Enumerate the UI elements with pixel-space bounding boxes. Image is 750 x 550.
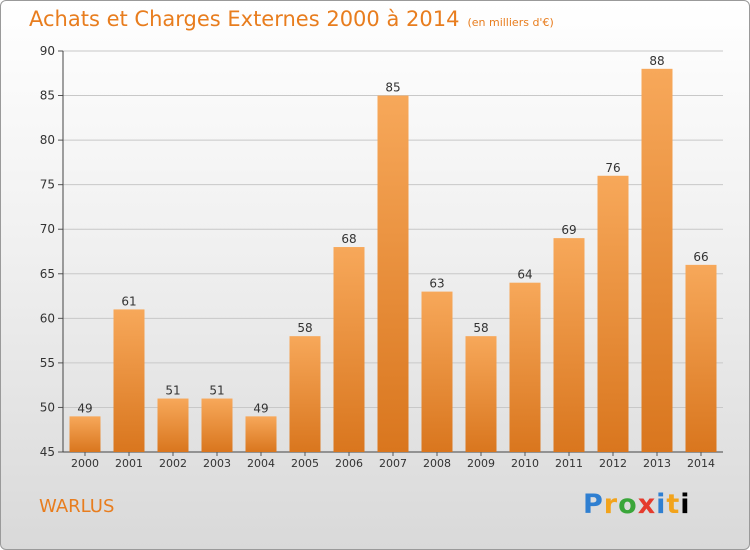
data-label-2001: 61 — [121, 294, 136, 308]
y-tick-label: 50 — [40, 400, 55, 414]
x-tick-label-2000: 2000 — [71, 457, 99, 470]
bar-2003 — [201, 398, 233, 452]
x-tick-label-2006: 2006 — [335, 457, 363, 470]
y-tick-label: 65 — [40, 267, 55, 281]
y-tick-label: 45 — [40, 445, 55, 459]
bar-2010 — [509, 282, 541, 452]
data-label-2002: 51 — [165, 384, 180, 398]
data-label-2003: 51 — [209, 384, 224, 398]
bar-2002 — [157, 398, 189, 452]
x-tick-label-2007: 2007 — [379, 457, 407, 470]
data-label-2007: 85 — [385, 81, 400, 95]
bar-2009 — [465, 336, 497, 452]
data-label-2014: 66 — [693, 250, 708, 264]
data-label-2004: 49 — [253, 401, 268, 415]
bar-2005 — [289, 336, 321, 452]
y-tick-label: 75 — [40, 178, 55, 192]
y-tick-label: 60 — [40, 311, 55, 325]
data-labels: 49 61 51 51 49 58 68 85 63 58 64 69 76 88 66 — [77, 54, 708, 416]
y-tick-label: 55 — [40, 356, 55, 370]
x-tick-label-2001: 2001 — [115, 457, 143, 470]
data-label-2000: 49 — [77, 401, 92, 415]
chart-title: Achats et Charges Externes 2000 à 2014 (e… — [29, 7, 554, 31]
x-tick-label-2008: 2008 — [423, 457, 451, 470]
x-tick-label-2002: 2002 — [159, 457, 187, 470]
x-tick-label-2003: 2003 — [203, 457, 231, 470]
y-tick-label: 85 — [40, 89, 55, 103]
data-label-2006: 68 — [341, 232, 356, 246]
data-label-2012: 76 — [605, 161, 620, 175]
data-label-2010: 64 — [517, 268, 532, 282]
bar-2011 — [553, 238, 585, 452]
bar-2013 — [641, 68, 673, 453]
bar-2001 — [113, 309, 145, 452]
y-tick-label: 90 — [40, 44, 55, 58]
bar-2004 — [245, 416, 277, 452]
chart-subtitle: (en milliers d'€) — [467, 16, 554, 29]
data-label-2011: 69 — [561, 223, 576, 237]
bar-2014 — [685, 264, 717, 452]
data-label-2008: 63 — [429, 277, 444, 291]
proxiti-logo: Proxiti — [583, 489, 691, 520]
x-tick-label-2013: 2013 — [643, 457, 671, 470]
bar-2012 — [597, 175, 629, 452]
y-tick-labels: 45 50 55 60 65 70 75 80 85 90 — [40, 44, 55, 459]
chart-title-text: Achats et Charges Externes 2000 à 2014 — [29, 7, 460, 31]
x-tick-label-2009: 2009 — [467, 457, 495, 470]
x-tick-label-2014: 2014 — [687, 457, 715, 470]
bar-2000 — [69, 416, 101, 452]
bar-2008 — [421, 291, 453, 452]
commune-name: WARLUS — [39, 496, 115, 517]
bars — [69, 68, 717, 453]
x-tick-label-2005: 2005 — [291, 457, 319, 470]
x-tick-label-2004: 2004 — [247, 457, 275, 470]
x-tick-label-2011: 2011 — [555, 457, 583, 470]
data-label-2005: 58 — [297, 321, 312, 335]
y-tick-label: 70 — [40, 222, 55, 236]
bar-2007 — [377, 95, 409, 453]
data-label-2009: 58 — [473, 321, 488, 335]
x-tick-label-2012: 2012 — [599, 457, 627, 470]
bar-2006 — [333, 247, 365, 452]
y-tick-label: 80 — [40, 133, 55, 147]
x-tick-label-2010: 2010 — [511, 457, 539, 470]
x-tick-labels: 2000 2001 2002 2003 2004 2005 2006 2007 2008 2009… — [71, 452, 715, 470]
data-label-2013: 88 — [649, 54, 664, 68]
